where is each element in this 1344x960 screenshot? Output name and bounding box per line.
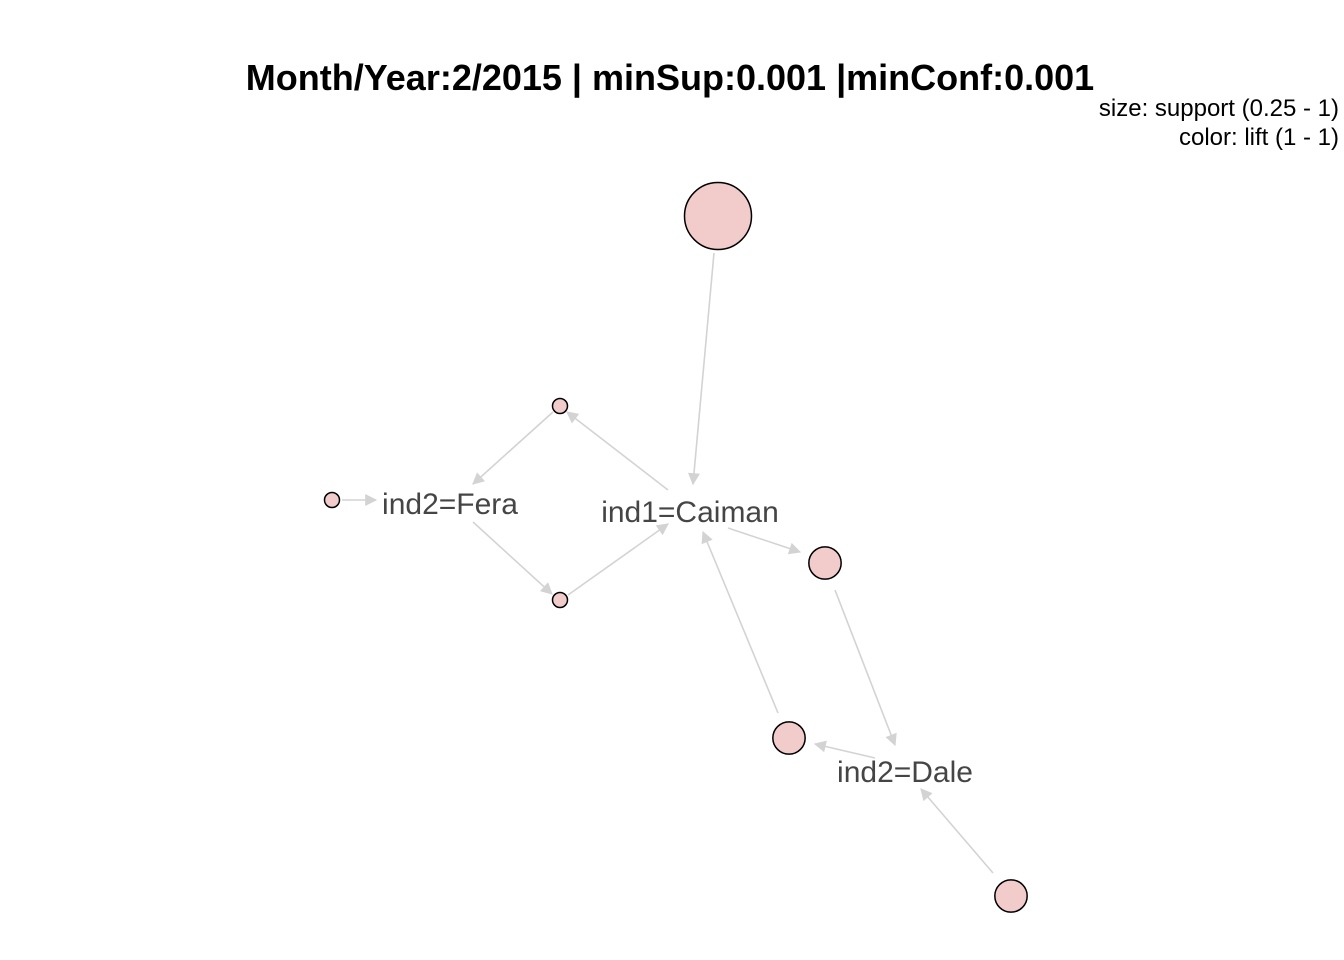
item-label-fera[interactable]: ind2=Fera	[382, 488, 518, 521]
rule-node-layer	[323, 181, 1028, 913]
edge-r_top-to-caiman	[688, 252, 715, 486]
rule-node-lower[interactable]	[551, 591, 569, 609]
edge-r_lower-to-caiman	[567, 523, 669, 596]
edge-r_mid-to-caiman	[701, 530, 779, 714]
rule-node-left[interactable]	[323, 491, 341, 509]
plot-title: Month/Year:2/2015 | minSup:0.001 |minCon…	[246, 57, 1094, 99]
item-label-caiman[interactable]: ind1=Caiman	[601, 496, 779, 529]
edge-dale-to-r_mid	[813, 740, 876, 759]
rule-node-right[interactable]	[808, 546, 842, 580]
edge-fera-to-r_lower	[472, 521, 553, 595]
item-label-dale[interactable]: ind2=Dale	[837, 756, 973, 789]
item-label-layer: ind1=Caiman ind2=Fera ind2=Dale	[382, 488, 973, 789]
edge-r_right-to-dale	[834, 589, 897, 747]
rule-node-bottom[interactable]	[994, 879, 1028, 913]
edge-caiman-to-r_upper	[566, 411, 669, 491]
edge-caiman-to-r_right	[727, 527, 802, 555]
edge-r_bottom-to-dale	[920, 788, 994, 874]
rule-node-top[interactable]	[683, 181, 753, 251]
legend-size: size: support (0.25 - 1)	[1099, 95, 1339, 122]
rule-node-upper[interactable]	[551, 397, 569, 415]
rule-node-mid[interactable]	[772, 721, 806, 755]
edge-r_upper-to-fera	[472, 411, 554, 485]
legend-color: color: lift (1 - 1)	[1179, 124, 1339, 151]
edge-layer	[342, 252, 994, 874]
